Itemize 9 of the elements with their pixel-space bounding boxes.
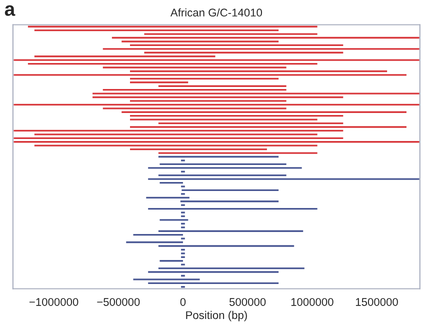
chart-title: African G/C-14010 [170,8,262,17]
x-tick-label: 1000000 [291,298,334,306]
x-axis-title: Position (bp) [186,310,247,322]
x-tick-label: −1000000 [29,298,78,306]
x-tick-label: −500000 [97,298,140,306]
x-tick-label: 0 [180,298,186,306]
x-tick-label: 1500000 [356,298,398,306]
text: a [4,5,16,16]
x-tick-label: 500000 [229,298,266,306]
